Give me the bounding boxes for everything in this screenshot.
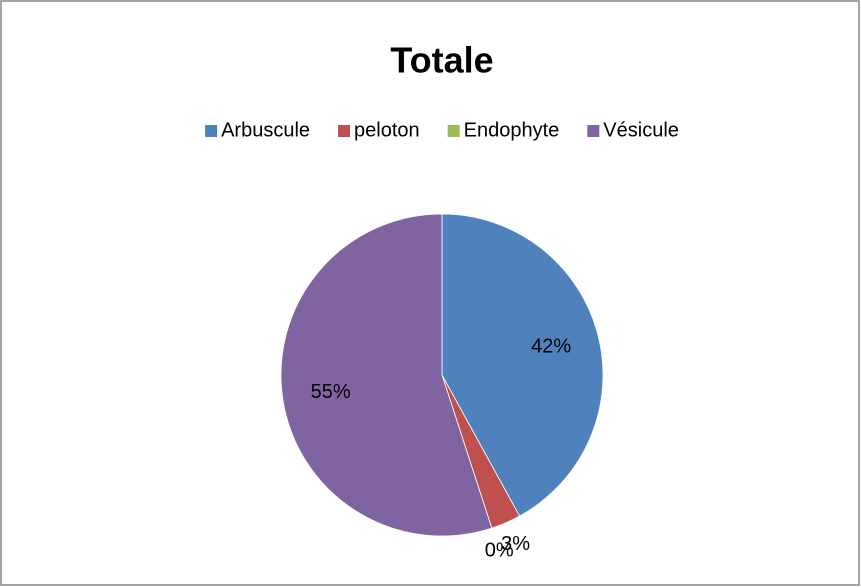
legend-swatch — [338, 125, 351, 137]
legend-label: Vésicule — [603, 119, 679, 141]
legend-label: Endophyte — [464, 119, 560, 141]
chart-title: Totale — [390, 40, 493, 81]
legend: Arbuscule peloton Endophyte Vésicule — [205, 119, 679, 141]
legend-label: Arbuscule — [221, 119, 310, 141]
pie-slice — [280, 213, 493, 537]
legend-swatch — [587, 125, 600, 137]
data-label: 3% — [501, 533, 530, 555]
legend-label: peloton — [354, 119, 420, 141]
legend-swatch — [205, 125, 218, 137]
legend-swatch — [447, 125, 460, 137]
data-label: 55% — [311, 381, 351, 403]
data-label: 42% — [531, 335, 571, 357]
data-label: 0% — [485, 539, 514, 561]
pie-slice — [441, 213, 604, 517]
